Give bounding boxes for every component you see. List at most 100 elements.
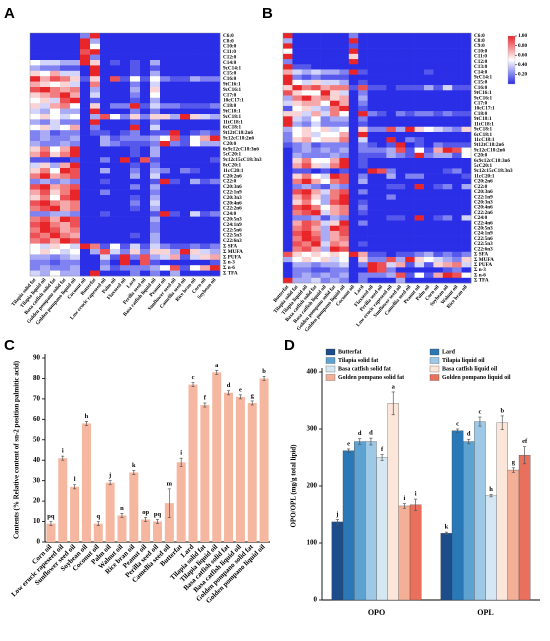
heatmap-cell xyxy=(130,222,141,228)
heatmap-cell xyxy=(160,205,171,212)
bar xyxy=(463,441,475,601)
heatmap-cell xyxy=(330,236,340,242)
heatmap-cell xyxy=(405,204,415,211)
heatmap-cell xyxy=(367,105,378,112)
significance-letter: c xyxy=(456,420,459,427)
heatmap-cell xyxy=(424,74,434,81)
significance-letter: q xyxy=(96,513,100,520)
heatmap-cell xyxy=(442,59,453,65)
heatmap-cell xyxy=(50,259,61,266)
heatmap-cell xyxy=(60,205,71,212)
heatmap-cell xyxy=(110,184,121,190)
heatmap-cell xyxy=(100,65,111,72)
heatmap-cell xyxy=(424,173,434,180)
heatmap-cell xyxy=(442,199,453,206)
heatmap-cell xyxy=(377,74,387,81)
row-label: C12:0 xyxy=(223,54,237,60)
heatmap-cell xyxy=(395,230,406,237)
heatmap-cell xyxy=(60,54,71,61)
heatmap-cell xyxy=(140,184,151,190)
significance-letter: g xyxy=(251,392,255,399)
heatmap-cell xyxy=(170,108,181,115)
heatmap-cell xyxy=(311,236,321,242)
heatmap-cell xyxy=(452,38,462,44)
heatmap-cell xyxy=(386,189,397,195)
heatmap-cell xyxy=(442,236,453,242)
heatmap-cell xyxy=(30,200,41,207)
heatmap-cell xyxy=(150,168,161,174)
heatmap-cell xyxy=(140,76,151,82)
heatmap-cell xyxy=(110,141,121,147)
heatmap-cell xyxy=(358,173,368,180)
heatmap-cell xyxy=(60,211,71,217)
heatmap-cell xyxy=(377,256,387,263)
heatmap-cell xyxy=(190,43,201,50)
heatmap-cell xyxy=(320,277,331,284)
heatmap-cell xyxy=(30,81,41,88)
heatmap-cell xyxy=(130,43,141,50)
heatmap-cell xyxy=(348,215,359,221)
heatmap-cell xyxy=(339,173,350,180)
heatmap-cell xyxy=(60,157,71,163)
heatmap-cell xyxy=(292,69,303,75)
heatmap-cell xyxy=(30,33,41,39)
heatmap-cell xyxy=(348,204,359,211)
heatmap-cell xyxy=(433,53,444,60)
heatmap-cell xyxy=(120,114,131,120)
significance-letter: d xyxy=(227,382,231,389)
heatmap-cell xyxy=(348,251,359,258)
heatmap-cell xyxy=(160,211,171,217)
heatmap-cell xyxy=(452,272,462,279)
heatmap-cell xyxy=(70,124,81,131)
heatmap-cell xyxy=(130,168,141,174)
heatmap-cell xyxy=(395,236,406,242)
heatmap-cell xyxy=(40,70,51,77)
heatmap-cell xyxy=(301,251,312,258)
heatmap-cell xyxy=(60,97,71,104)
heatmap-cell xyxy=(405,199,415,206)
heatmap-cell xyxy=(110,97,121,104)
heatmap-cell xyxy=(110,70,121,77)
heatmap-cell xyxy=(348,53,359,60)
heatmap-cell xyxy=(461,199,472,206)
heatmap-cell xyxy=(30,135,41,142)
heatmap-cell xyxy=(80,60,91,66)
heatmap-cell xyxy=(80,130,91,136)
heatmap-cell xyxy=(358,116,368,122)
heatmap-cell xyxy=(405,215,415,221)
heatmap-cell xyxy=(442,100,453,107)
heatmap-cell xyxy=(358,246,368,253)
heatmap-cell xyxy=(442,38,453,44)
heatmap-cell xyxy=(40,222,51,228)
heatmap-cell xyxy=(424,158,434,164)
heatmap-cell xyxy=(330,152,340,159)
heatmap-cell xyxy=(414,230,425,237)
heatmap-cell xyxy=(386,251,397,258)
heatmap-cell xyxy=(70,254,81,261)
heatmap-cell xyxy=(140,173,151,180)
heatmap-cell xyxy=(50,254,61,261)
heatmap-cell xyxy=(386,59,397,65)
heatmap-cell xyxy=(395,277,406,284)
heatmap-cell xyxy=(210,189,221,196)
heatmap-cell xyxy=(311,220,321,227)
heatmap-cell xyxy=(358,215,368,221)
heatmap-cell xyxy=(160,114,171,120)
heatmap-cell xyxy=(40,211,51,217)
heatmap-cell xyxy=(130,119,141,126)
heatmap-cell xyxy=(80,87,91,93)
heatmap-cell xyxy=(150,173,161,180)
heatmap-cell xyxy=(40,33,51,39)
heatmap-cell xyxy=(60,195,71,201)
heatmap-cell xyxy=(140,97,151,104)
heatmap-cell xyxy=(358,178,368,185)
heatmap-cell xyxy=(80,119,91,126)
heatmap-cell xyxy=(150,124,161,131)
bar xyxy=(141,519,151,542)
heatmap-cell xyxy=(358,53,368,60)
heatmap-cell xyxy=(414,163,425,169)
heatmap-cell xyxy=(110,222,121,228)
heatmap-cell xyxy=(442,53,453,60)
heatmap-cell xyxy=(120,189,131,196)
heatmap-cell xyxy=(377,85,387,91)
